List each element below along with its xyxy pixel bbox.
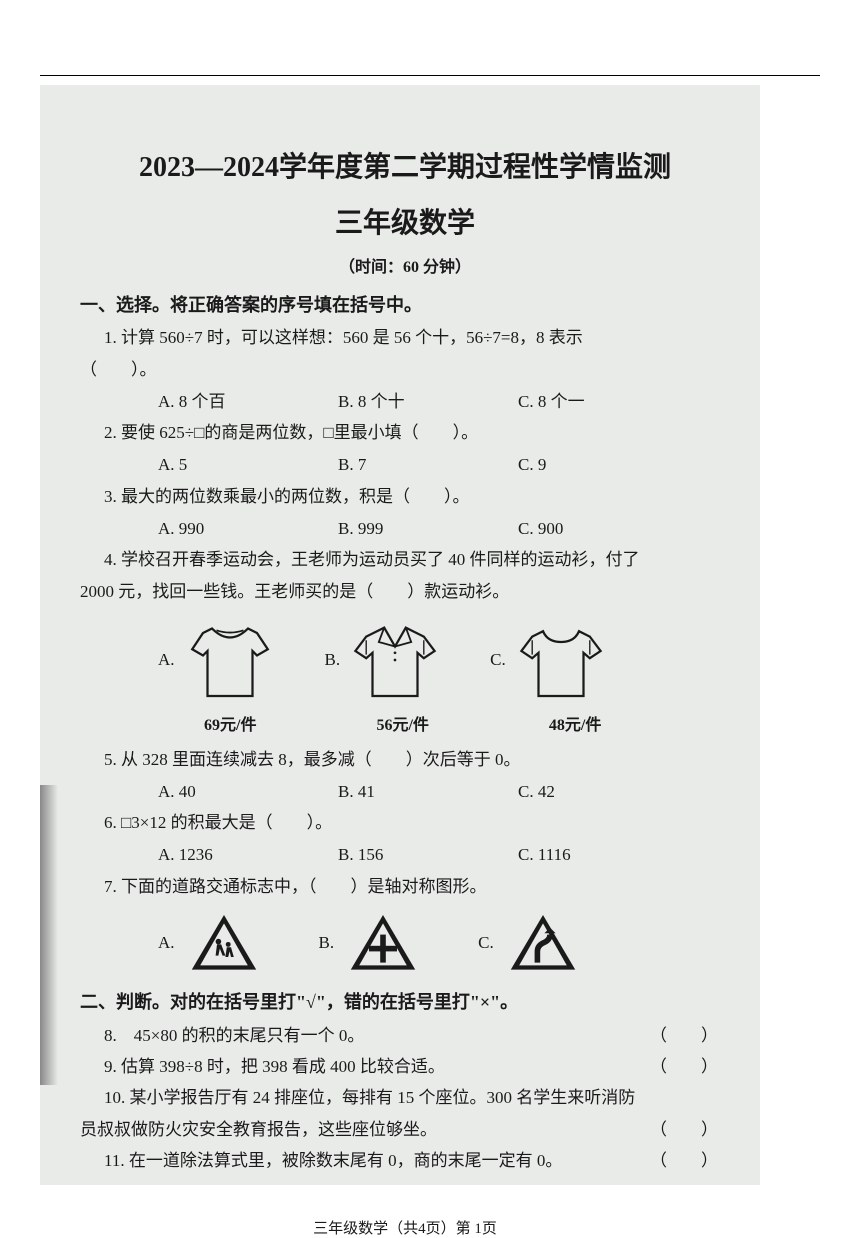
q6-options: A. 1236 B. 156 C. 1116 [80,840,730,870]
sign-a-label: A. [158,933,175,953]
q5: 5. 从 328 里面连续减去 8，最多减（ ）次后等于 0。 [80,745,730,775]
shirt-a-label: A. [158,650,175,670]
children-warning-icon [189,912,259,974]
q3-opt-b: B. 999 [338,514,518,544]
q3-options: A. 990 B. 999 C. 900 [80,514,730,544]
q11-paren: （ ） [650,1145,730,1176]
q8-text: 8. 45×80 的积的末尾只有一个 0。 [126,1020,650,1051]
q10-line1: 10. 某小学报告厅有 24 排座位，每排有 15 个座位。300 名学生来听消… [80,1082,730,1113]
q3: 3. 最大的两位数乘最小的两位数，积是（ ）。 [80,482,730,512]
q1-options: A. 8 个百 B. 8 个十 C. 8 个一 [80,387,730,417]
title-main: 2023—2024学年度第二学期过程性学情监测 [80,145,730,185]
time-note: （时间：60 分钟） [80,253,730,277]
q2-opt-b: B. 7 [338,450,518,480]
q10-text2: 员叔叔做防火灾安全教育报告，这些座位够坐。 [80,1114,650,1145]
tanktop-icon [516,615,606,705]
q5-opt-c: C. 42 [518,777,698,807]
q11-text: 11. 在一道除法算式里，被除数末尾有 0，商的末尾一定有 0。 [126,1145,650,1176]
q2-opt-c: C. 9 [518,450,698,480]
title-sub: 三年级数学 [80,201,730,241]
scan-shadow [40,785,58,1085]
sign-c-label: C. [478,933,494,953]
top-rule [40,75,820,76]
q1-line1: 1. 计算 560÷7 时，可以这样想：560 是 56 个十，56÷7=8，8… [80,323,730,353]
polo-icon [350,615,440,705]
price-b: 56元/件 [376,711,428,735]
shirt-a: A. [158,615,275,705]
tshirt-icon [185,615,275,705]
sign-b: B. [319,912,419,974]
sign-c: C. [478,912,578,974]
q1-line2: （ ）。 [80,355,730,385]
q7: 7. 下面的道路交通标志中，（ ）是轴对称图形。 [80,872,730,902]
q8-paren: （ ） [650,1020,730,1051]
q10-line2: 员叔叔做防火灾安全教育报告，这些座位够坐。 （ ） [80,1114,730,1145]
page-footer: 三年级数学（共4页）第 1页 [80,1217,730,1238]
q4-line1: 4. 学校召开春季运动会，王老师为运动员买了 40 件同样的运动衫，付了 [80,545,730,575]
section2-header: 二、判断。对的在括号里打"√"，错的在括号里打"×"。 [80,988,730,1014]
shirt-c: C. [490,615,606,705]
q2-opt-a: A. 5 [158,450,338,480]
q6-opt-c: C. 1116 [518,840,698,870]
q11: 11. 在一道除法算式里，被除数末尾有 0，商的末尾一定有 0。 （ ） [80,1145,730,1176]
q5-opt-b: B. 41 [338,777,518,807]
q6: 6. □3×12 的积最大是（ ）。 [80,808,730,838]
q1-opt-a: A. 8 个百 [158,387,338,417]
exam-page: 2023—2024学年度第二学期过程性学情监测 三年级数学 （时间：60 分钟）… [40,85,760,1185]
sign-b-label: B. [319,933,335,953]
shirt-b: B. [325,615,441,705]
q4-prices: 69元/件 56元/件 48元/件 [80,711,730,735]
q2: 2. 要使 625÷□的商是两位数，□里最小填（ ）。 [80,418,730,448]
q4-shirts: A. B. C. [80,615,730,705]
q7-signs: A. B. C. [80,912,730,974]
curve-warning-icon [508,912,578,974]
q10-text1: 10. 某小学报告厅有 24 排座位，每排有 15 个座位。300 名学生来听消… [126,1082,730,1113]
q9-paren: （ ） [650,1051,730,1082]
q10-paren: （ ） [650,1114,730,1145]
section1-header: 一、选择。将正确答案的序号填在括号中。 [80,291,730,317]
q1-opt-b: B. 8 个十 [338,387,518,417]
shirt-c-label: C. [490,650,506,670]
q5-opt-a: A. 40 [158,777,338,807]
q1-opt-c: C. 8 个一 [518,387,698,417]
price-a: 69元/件 [204,711,256,735]
q8: 8. 45×80 的积的末尾只有一个 0。 （ ） [80,1020,730,1051]
q6-opt-a: A. 1236 [158,840,338,870]
shirt-b-label: B. [325,650,341,670]
price-c: 48元/件 [549,711,601,735]
q2-options: A. 5 B. 7 C. 9 [80,450,730,480]
sign-a: A. [158,912,259,974]
crossroad-warning-icon [348,912,418,974]
q3-opt-c: C. 900 [518,514,698,544]
q9-text: 9. 估算 398÷8 时，把 398 看成 400 比较合适。 [126,1051,650,1082]
q5-options: A. 40 B. 41 C. 42 [80,777,730,807]
q9: 9. 估算 398÷8 时，把 398 看成 400 比较合适。 （ ） [80,1051,730,1082]
q4-line2: 2000 元，找回一些钱。王老师买的是（ ）款运动衫。 [80,577,730,607]
q6-opt-b: B. 156 [338,840,518,870]
q3-opt-a: A. 990 [158,514,338,544]
